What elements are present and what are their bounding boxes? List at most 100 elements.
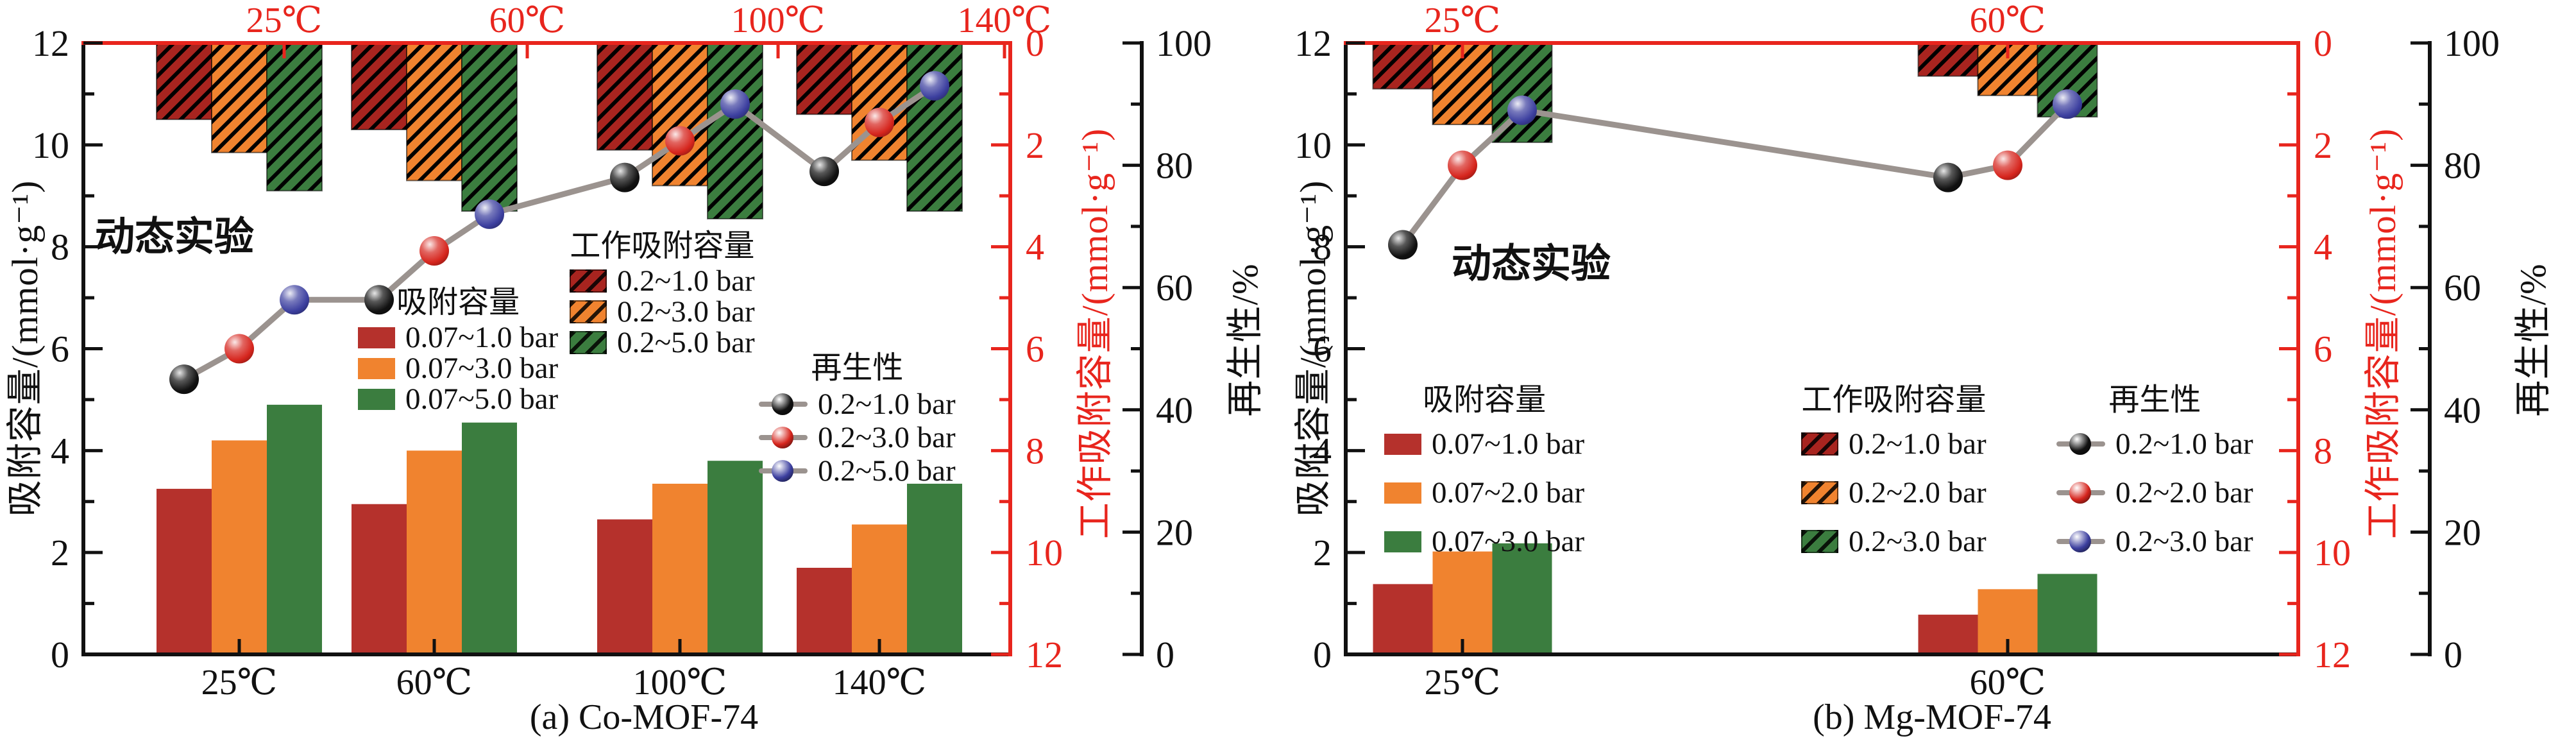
working-swatch-orange [570, 300, 607, 323]
legend-adsorption-title: 吸附容量 [1423, 383, 1546, 417]
legend-item: 0.2~1.0 bar [759, 388, 956, 421]
bar-adsorption-0.07~3.0 bar-25℃ [212, 440, 267, 654]
left-axis-tick-label: 10 [1294, 124, 1332, 166]
left-axis-tick-label: 6 [1313, 328, 1332, 370]
regeneration-marker [475, 199, 504, 229]
percent-axis-tick-label: 80 [2444, 145, 2481, 187]
bar-adsorption-0.07~1.0 bar-60℃ [352, 504, 407, 654]
top-temperature-label: 60℃ [1970, 1, 2046, 40]
working-swatch-green [570, 331, 607, 354]
regeneration-marker [865, 107, 894, 137]
left-axis-tick-label: 0 [51, 634, 69, 676]
red-marker-icon [772, 427, 793, 448]
legend-label: 0.2~5.0 bar [617, 326, 755, 359]
regeneration-marker [610, 162, 640, 192]
red-axis-tick-label: 0 [1026, 22, 1044, 64]
bar-working-0.2~3.0 bar-60℃ [406, 42, 462, 182]
left-axis-tick-label: 10 [32, 124, 69, 166]
regeneration-marker [364, 285, 394, 315]
left-axis-tick-label: 6 [51, 328, 69, 370]
panel-co-mof-74: 0 0 2 2 4 4 6 6 8 8 10 10 12 12 0 20 40 60 80 100 25℃ 25℃ 60℃ 6… [5, 1, 1266, 737]
bottom-temperature-label: 25℃ [1425, 663, 1501, 703]
left-axis-tick-label: 2 [1313, 532, 1332, 574]
red-axis-tick-label: 2 [1026, 124, 1044, 166]
legend-label: 0.2~5.0 bar [818, 454, 956, 488]
bottom-temperature-label: 140℃ [833, 663, 927, 703]
chart-panel-a: 0 0 2 2 4 4 6 6 8 8 10 10 12 12 0 20 40 60 80 100 25℃ 25℃ 60℃ 6… [32, 1, 1212, 703]
percent-axis-tick-label: 0 [1156, 634, 1174, 676]
adsorption-swatch-red [1384, 433, 1421, 455]
bar-working-0.2~3.0 bar-100℃ [652, 42, 708, 187]
working-axis-title: 工作吸附容量/(mmol·g⁻¹) [2363, 128, 2403, 540]
blue-marker-icon [772, 460, 793, 482]
regeneration-marker [720, 89, 750, 119]
percent-axis-tick-label: 20 [2444, 511, 2481, 553]
legend-working-capacity: 工作吸附容量 0.2~1.0 bar 0.2~3.0 bar 0.2~5.0 b… [570, 230, 755, 359]
legend-label: 0.2~1.0 bar [617, 264, 755, 298]
legend-item: 0.2~2.0 bar [1801, 468, 1987, 517]
red-axis-tick-label: 10 [2314, 532, 2351, 574]
legend-item: 0.07~1.0 bar [1384, 420, 1584, 468]
regeneration-marker [1507, 95, 1537, 125]
red-axis-tick-label: 12 [1026, 634, 1063, 676]
red-axis-tick-label: 0 [2314, 22, 2332, 64]
percent-axis-tick-label: 100 [2444, 22, 2500, 64]
regeneration-marker [225, 334, 254, 364]
working-swatch-green [1801, 530, 1838, 553]
legend-working-title: 工作吸附容量 [1801, 383, 1987, 417]
red-axis-tick-label: 4 [1026, 226, 1044, 268]
marker-swatch-red [759, 426, 808, 449]
adsorption-swatch-red [358, 327, 395, 348]
legend-item: 0.07~1.0 bar [358, 321, 558, 354]
percent-axis-tick-label: 60 [2444, 267, 2481, 309]
bar-adsorption-0.07~1.0 bar-140℃ [797, 567, 852, 654]
legend-item: 0.2~3.0 bar [1801, 517, 1987, 566]
bar-adsorption-0.07~5.0 bar-25℃ [267, 404, 322, 654]
bottom-temperature-label: 100℃ [633, 663, 727, 703]
legend-label: 0.07~5.0 bar [405, 382, 559, 416]
bar-working-0.2~1.0 bar-25℃ [156, 42, 212, 121]
legend-label: 0.2~1.0 bar [1849, 427, 1987, 461]
bar-adsorption-0.07~3.0 bar-60℃ [407, 450, 462, 654]
bar-working-0.2~5.0 bar-25℃ [266, 42, 323, 192]
adsorption-swatch-green [1384, 531, 1421, 552]
top-temperature-label: 100℃ [731, 1, 826, 40]
left-axis-tick-label: 2 [51, 532, 69, 574]
left-axis-tick-label: 4 [51, 430, 69, 472]
red-axis-tick-label: 8 [1026, 430, 1044, 472]
bar-adsorption-0.07~5.0 bar-100℃ [708, 461, 763, 654]
legend-item: 0.2~2.0 bar [2056, 468, 2253, 517]
bar-working-0.2~1.0 bar-60℃ [351, 42, 407, 131]
annotation-dynamic-experiment: 动态实验 [1452, 243, 1611, 286]
bar-adsorption-0.07~1.0 bar-25℃ [1373, 584, 1433, 654]
marker-swatch-black [759, 393, 808, 416]
regeneration-marker [920, 71, 949, 101]
legend-item: 0.2~3.0 bar [759, 421, 956, 454]
percent-axis-tick-label: 40 [1156, 389, 1193, 431]
red-axis-tick-label: 4 [2314, 226, 2332, 268]
legend-regeneration: 再生性 0.2~1.0 bar 0.2~3.0 bar 0.2~5.0 bar [759, 352, 956, 488]
top-temperature-label: 25℃ [246, 1, 323, 40]
left-axis-title: 吸附容量/(mmol·g⁻¹) [1293, 180, 1334, 517]
adsorption-swatch-orange [358, 357, 395, 379]
legend-item: 0.2~5.0 bar [759, 454, 956, 488]
red-axis-tick-label: 2 [2314, 124, 2332, 166]
red-axis-tick-label: 12 [2314, 634, 2351, 676]
marker-swatch-blue [759, 459, 808, 482]
red-axis-tick-label: 6 [2314, 328, 2332, 370]
legend-item: 0.2~1.0 bar [1801, 420, 1987, 468]
bar-working-0.2~1.0 bar-140℃ [796, 42, 852, 115]
marker-swatch-red [2056, 481, 2105, 504]
legend-item: 0.2~1.0 bar [570, 264, 755, 298]
percent-axis-tick-label: 40 [2444, 389, 2481, 431]
working-swatch-red [570, 269, 607, 293]
legend-adsorption: 吸附容量 0.07~1.0 bar 0.07~2.0 bar 0.07~3.0 … [1384, 384, 1584, 566]
bar-adsorption-0.07~3.0 bar-60℃ [2037, 574, 2097, 654]
legend-label: 0.07~3.0 bar [1432, 525, 1585, 558]
red-axis-tick-label: 8 [2314, 430, 2332, 472]
legend-regeneration-title: 再生性 [2108, 383, 2201, 417]
legend-item: 0.2~5.0 bar [570, 326, 755, 359]
bar-adsorption-0.07~1.0 bar-25℃ [157, 488, 212, 654]
percent-axis-tick-label: 80 [1156, 145, 1193, 187]
bar-working-0.2~5.0 bar-100℃ [707, 42, 763, 219]
